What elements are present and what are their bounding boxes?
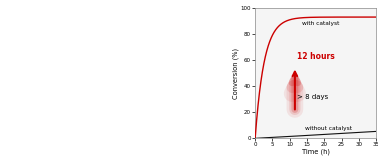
Text: with catalyst: with catalyst	[302, 21, 339, 26]
Text: 12 hours: 12 hours	[297, 52, 335, 61]
Y-axis label: Conversion (%): Conversion (%)	[232, 48, 239, 99]
Text: > 8 days: > 8 days	[297, 94, 328, 100]
X-axis label: Time (h): Time (h)	[302, 149, 330, 155]
Text: without catalyst: without catalyst	[305, 126, 352, 131]
